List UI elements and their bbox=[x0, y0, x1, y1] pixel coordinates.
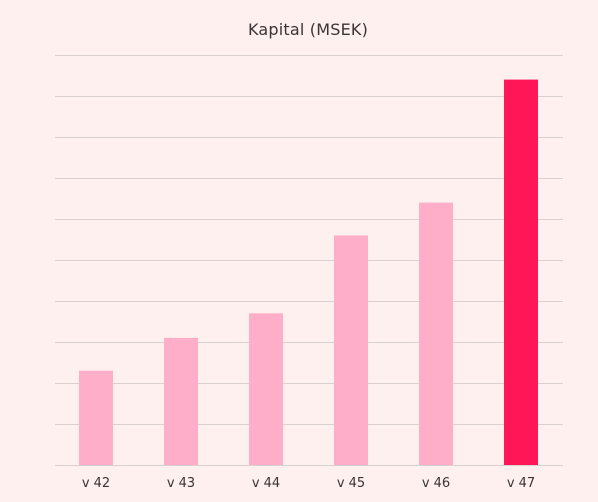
bar-v-42 bbox=[79, 370, 113, 465]
bar-v-45 bbox=[334, 235, 368, 465]
x-tick-label: v 47 bbox=[507, 476, 535, 491]
bars bbox=[79, 79, 538, 465]
gridlines bbox=[55, 55, 563, 466]
x-tick-label: v 42 bbox=[82, 476, 110, 491]
x-tick-label: v 46 bbox=[422, 476, 450, 491]
bar-v-46 bbox=[419, 202, 453, 465]
x-tick-label: v 45 bbox=[337, 476, 365, 491]
bar-v-43 bbox=[164, 337, 198, 465]
x-tick-label: v 44 bbox=[252, 476, 280, 491]
chart-title: Kapital (MSEK) bbox=[247, 20, 369, 39]
bar-v-44 bbox=[249, 313, 283, 465]
x-tick-label: v 43 bbox=[167, 476, 195, 491]
x-axis-ticks: v 42 v 43 v 44 v 45 v 46 v 47 bbox=[82, 476, 535, 491]
bar-v-47 bbox=[504, 79, 538, 465]
